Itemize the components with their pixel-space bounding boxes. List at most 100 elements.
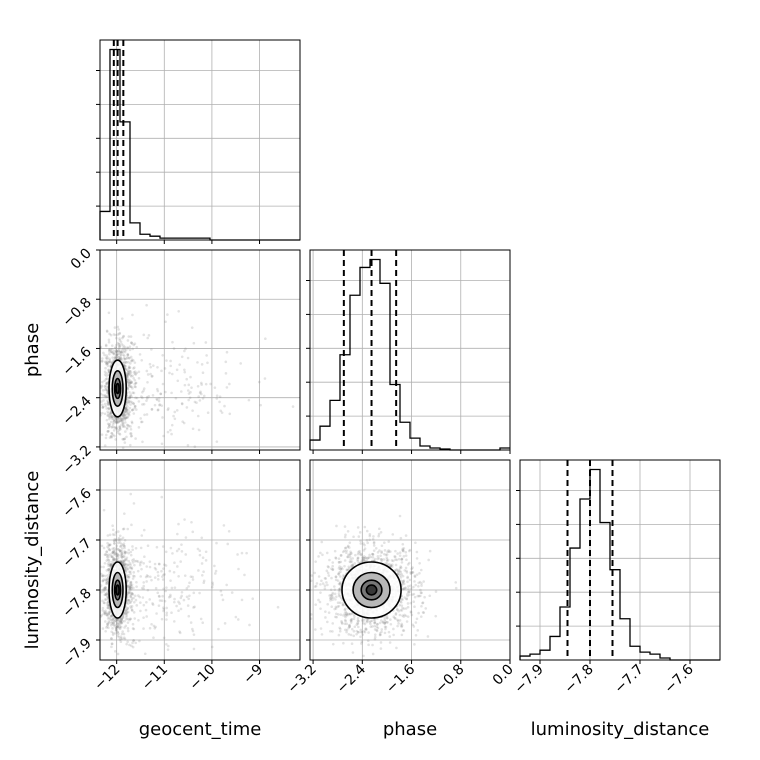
- sample-point: [350, 617, 354, 621]
- sample-point: [144, 452, 147, 455]
- sample-point: [337, 572, 340, 576]
- sample-point: [389, 550, 392, 553]
- sample-point: [343, 628, 347, 632]
- sample-point: [100, 403, 104, 407]
- sample-point: [110, 563, 114, 566]
- sample-point: [134, 396, 137, 400]
- sample-point: [103, 353, 106, 357]
- sample-point: [337, 604, 341, 608]
- sample-point: [113, 558, 116, 562]
- sample-point: [124, 416, 128, 420]
- sample-point: [104, 553, 108, 556]
- sample-point: [109, 565, 113, 568]
- sample-point: [103, 611, 107, 615]
- sample-point: [163, 599, 167, 603]
- sample-point: [128, 643, 131, 647]
- sample-point: [319, 551, 322, 555]
- sample-point: [115, 619, 118, 623]
- sample-point: [328, 558, 331, 562]
- sample-point: [112, 418, 116, 421]
- sample-point: [129, 581, 133, 584]
- sample-point: [247, 398, 251, 402]
- sample-point: [200, 562, 204, 565]
- sample-point: [113, 326, 117, 329]
- sample-point: [126, 398, 129, 402]
- sample-point: [105, 550, 109, 553]
- sample-point: [358, 531, 362, 534]
- sample-point: [344, 614, 347, 617]
- sample-point: [356, 630, 360, 634]
- sample-point: [120, 348, 124, 352]
- sample-point: [133, 406, 137, 409]
- sample-point: [127, 424, 131, 428]
- sample-point: [130, 421, 134, 425]
- sample-point: [345, 568, 349, 572]
- sample-point: [376, 557, 379, 561]
- sample-point: [128, 601, 132, 604]
- sample-point: [198, 399, 202, 402]
- sample-point: [153, 566, 157, 570]
- sample-point: [128, 348, 132, 352]
- sample-point: [111, 547, 114, 551]
- sample-point: [184, 553, 188, 556]
- sample-point: [107, 553, 110, 557]
- sample-point: [190, 520, 193, 524]
- sample-point: [115, 421, 119, 424]
- sample-point: [130, 401, 134, 404]
- sample-point: [146, 397, 149, 400]
- sample-point: [133, 385, 137, 388]
- sample-point: [119, 635, 123, 638]
- sample-point: [145, 413, 149, 416]
- sample-point: [324, 577, 328, 580]
- sample-point: [336, 579, 340, 582]
- sample-point: [132, 366, 136, 369]
- sample-point: [124, 421, 127, 424]
- sample-point: [124, 557, 127, 561]
- sample-point: [357, 619, 360, 623]
- sample-point: [178, 631, 182, 635]
- sample-point: [151, 603, 155, 606]
- sample-point: [132, 574, 135, 578]
- sample-point: [124, 407, 128, 410]
- sample-point: [399, 608, 402, 612]
- sample-point: [330, 594, 334, 598]
- sample-point: [151, 364, 155, 367]
- sample-point: [376, 622, 379, 626]
- sample-point: [129, 550, 133, 554]
- sample-point: [110, 432, 114, 435]
- sample-point: [372, 541, 376, 545]
- sample-point: [354, 553, 357, 557]
- sample-point: [127, 396, 130, 400]
- sample-point: [111, 633, 115, 636]
- sample-point: [109, 413, 112, 416]
- scatter-phase-xtick-label: −0.8: [432, 662, 467, 697]
- sample-point: [109, 553, 112, 556]
- sample-point: [389, 618, 392, 621]
- sample-point: [197, 395, 201, 398]
- sample-point: [106, 606, 110, 610]
- sample-point: [122, 555, 125, 558]
- sample-point: [111, 533, 115, 536]
- sample-point: [125, 408, 128, 412]
- sample-point: [397, 570, 400, 574]
- sample-point: [120, 551, 124, 555]
- sample-point: [115, 353, 119, 357]
- sample-point: [129, 355, 133, 359]
- sample-point: [122, 413, 125, 416]
- sample-point: [111, 551, 115, 554]
- sample-point: [343, 618, 347, 622]
- sample-point: [412, 625, 416, 628]
- sample-point: [384, 620, 387, 623]
- sample-point: [420, 604, 423, 608]
- sample-point: [343, 622, 347, 626]
- sample-point: [126, 598, 129, 602]
- sample-point: [119, 350, 123, 354]
- sample-point: [129, 400, 133, 403]
- sample-point: [105, 357, 109, 361]
- sample-point: [125, 403, 128, 407]
- sample-point: [156, 408, 160, 412]
- sample-point: [104, 404, 108, 408]
- sample-point: [123, 550, 126, 553]
- sample-point: [106, 541, 109, 545]
- sample-point: [106, 617, 110, 620]
